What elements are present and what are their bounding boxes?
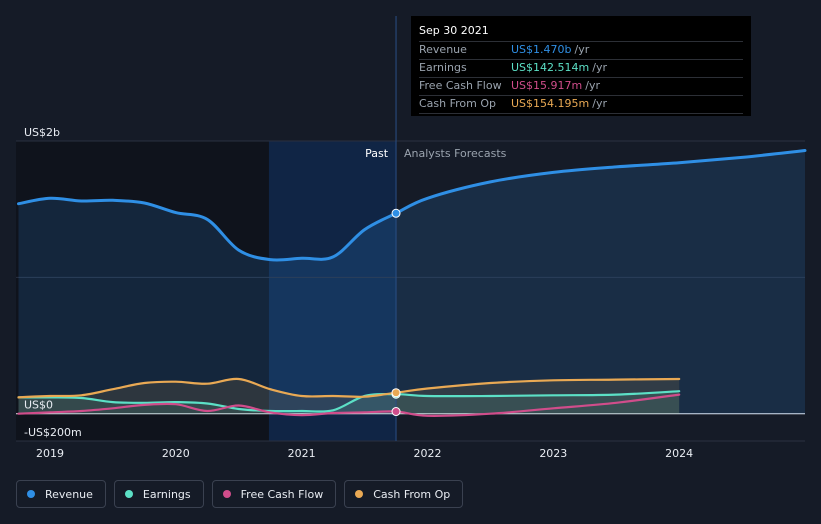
tooltip-value: US$154.195m: [511, 97, 590, 110]
revenue-line: [17, 149, 807, 262]
tooltip-value: US$1.470b: [511, 43, 572, 56]
tooltip-row-earnings: Earnings US$142.514m /yr: [419, 59, 743, 77]
legend-label: Free Cash Flow: [240, 487, 324, 501]
series-markers: [391, 208, 401, 417]
y-tick-label: US$0: [24, 399, 53, 412]
y-tick-label: US$2b: [24, 126, 60, 139]
free-cash-flow-marker: [391, 407, 401, 417]
highlight-region: [268, 141, 397, 441]
tooltip-row-revenue: Revenue US$1.470b /yr: [419, 41, 743, 59]
tooltip-label: Revenue: [419, 43, 467, 56]
tooltip-row-free-cash-flow: Free Cash Flow US$15.917m /yr: [419, 77, 743, 95]
legend-item-cash-from-op[interactable]: Cash From Op: [344, 480, 464, 508]
legend-label: Revenue: [45, 487, 93, 501]
legend-label: Earnings: [142, 487, 191, 501]
cash-from-op-marker: [391, 388, 401, 398]
legend: Revenue Earnings Free Cash Flow Cash Fro…: [16, 480, 464, 508]
earnings-dot-icon: [124, 490, 133, 498]
tooltip: Sep 30 2021 Revenue US$1.470b /yr Earnin…: [411, 16, 751, 116]
y-tick-labels: US$2b US$0 -US$200m: [24, 126, 82, 439]
x-tick-label: 2022: [413, 447, 441, 460]
free-cash-flow-dot-icon: [222, 490, 231, 498]
legend-item-revenue[interactable]: Revenue: [16, 480, 106, 508]
tooltip-unit: /yr: [574, 43, 590, 56]
tooltip-unit: /yr: [585, 79, 600, 92]
tooltip-value: US$15.917m: [511, 79, 583, 92]
tooltip-value: US$142.514m: [511, 61, 590, 74]
legend-item-earnings[interactable]: Earnings: [113, 480, 204, 508]
revenue-dot-icon: [27, 490, 35, 498]
tooltip-label: Earnings: [419, 61, 467, 74]
x-tick-label: 2024: [665, 447, 693, 460]
cash-from-op-line: [17, 377, 681, 399]
tooltip-unit: /yr: [592, 61, 607, 74]
legend-item-free-cash-flow[interactable]: Free Cash Flow: [211, 480, 337, 508]
series-lines: [17, 149, 807, 417]
free-cash-flow-line: [17, 393, 681, 417]
x-tick-labels: 2019 2020 2021 2022 2023 2024: [36, 447, 693, 460]
earnings-line: [17, 390, 681, 413]
x-tick-label: 2021: [288, 447, 316, 460]
cash-from-op-dot-icon: [355, 490, 364, 498]
x-tick-label: 2023: [539, 447, 567, 460]
revenue-area: [18, 150, 805, 414]
tooltip-label: Free Cash Flow: [419, 79, 502, 92]
tooltip-label: Cash From Op: [419, 97, 497, 110]
forecast-label: Analysts Forecasts: [404, 147, 507, 160]
y-tick-label: -US$200m: [24, 426, 82, 439]
revenue-marker: [391, 208, 401, 218]
x-tick-label: 2020: [162, 447, 190, 460]
tooltip-row-cash-from-op: Cash From Op US$154.195m /yr: [419, 95, 743, 114]
past-label: Past: [365, 147, 389, 160]
tooltip-date: Sep 30 2021: [419, 24, 489, 37]
tooltip-unit: /yr: [592, 97, 607, 110]
legend-label: Cash From Op: [373, 487, 451, 501]
x-tick-label: 2019: [36, 447, 64, 460]
